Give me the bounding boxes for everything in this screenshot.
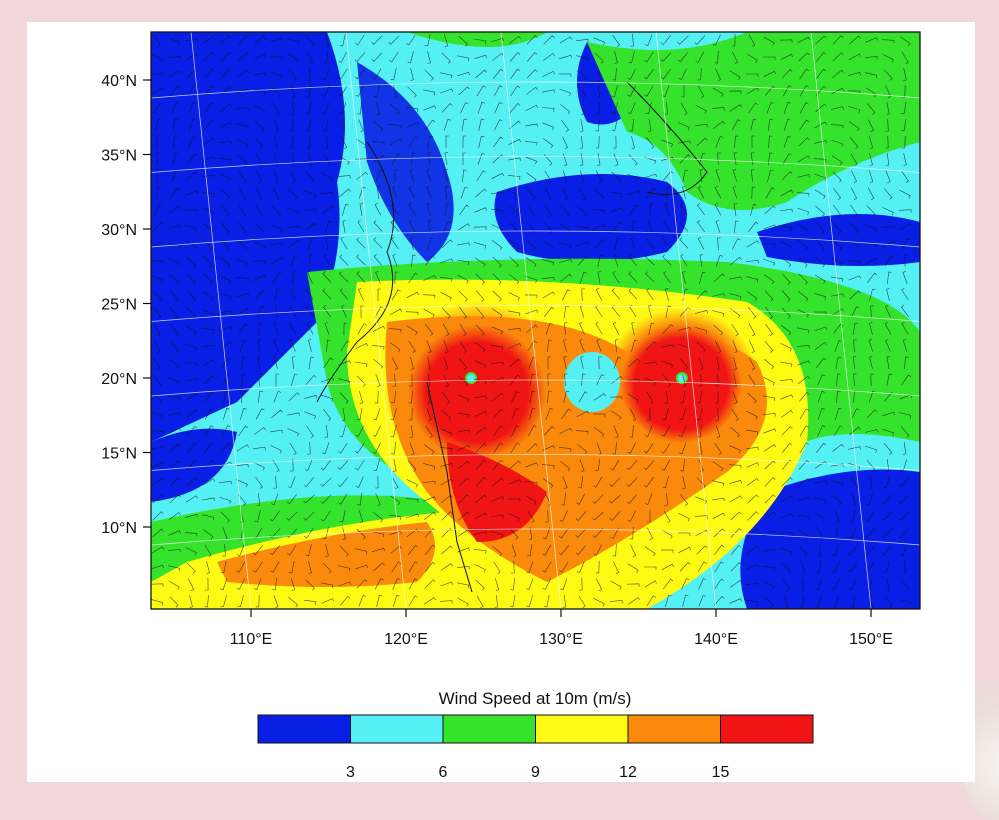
coastline-japan — [626, 81, 708, 195]
graticule — [151, 32, 920, 609]
colorbar-ticks: 3 6 9 12 15 — [346, 764, 729, 781]
lat-label: 20°N — [101, 371, 137, 388]
colorbar-tick-label: 6 — [439, 764, 448, 781]
meridian-line — [345, 32, 407, 609]
low-wind-east-china-sea — [494, 174, 687, 262]
colorbar-tick-label: 9 — [531, 764, 540, 781]
latitude-axis: 40°N 35°N 30°N 25°N 20°N 15°N 10°N — [101, 73, 151, 537]
coastline-china — [316, 141, 395, 403]
parallel-line — [151, 305, 920, 322]
figure-panel: 40°N 35°N 30°N 25°N 20°N 15°N 10°N 110°E 120°E 1… — [27, 22, 975, 782]
parallel-line — [151, 156, 920, 173]
coastline-philippines — [426, 381, 473, 593]
meridian-line — [810, 32, 872, 609]
lon-label: 130°E — [539, 631, 583, 648]
lat-label: 10°N — [101, 520, 137, 537]
colorbar-segment — [720, 714, 814, 744]
low-wind-west-region — [151, 32, 345, 442]
gap-between-cyclones — [564, 352, 620, 412]
wind-barbs — [151, 33, 912, 608]
colorbar-segment — [627, 714, 721, 744]
longitude-axis: 110°E 120°E 130°E 140°E 150°E — [230, 609, 893, 648]
lon-label: 110°E — [230, 631, 273, 648]
lat-label: 40°N — [101, 73, 137, 90]
parallel-line — [151, 454, 920, 471]
colorbar-title: Wind Speed at 10m (m/s) — [439, 689, 632, 708]
colorbar-segment — [535, 714, 629, 744]
cyclone-east-core — [603, 308, 759, 460]
colorbar-tick-label: 15 — [712, 764, 730, 781]
lon-label: 140°E — [694, 631, 738, 648]
colorbar-tick-label: 12 — [619, 764, 637, 781]
lat-label: 30°N — [101, 222, 137, 239]
lat-label: 25°N — [101, 297, 137, 314]
cyclone-eye-west — [465, 372, 478, 384]
low-wind-southeast-region — [740, 469, 920, 609]
parallel-line — [151, 379, 920, 397]
low-wind-northwest-pacific — [757, 214, 920, 266]
wind-speed-map-figure: 40°N35°N30°N25°N20°N15°N10°N 110°E 120°E 1… — [101, 31, 921, 781]
colorbar-segment — [257, 714, 351, 744]
wind-barb-field — [151, 33, 912, 608]
cyclone-eye-east — [675, 372, 688, 384]
meridian-line — [190, 32, 252, 609]
map-frame — [150, 31, 921, 610]
lat-label: 15°N — [101, 446, 137, 463]
cyclone-west-tail — [447, 442, 547, 542]
lat-label: 35°N — [101, 148, 137, 165]
lon-label: 150°E — [849, 631, 893, 648]
green-band-northeast — [587, 32, 920, 210]
orange-band-south-china-sea — [217, 522, 435, 587]
colorbar-segment — [442, 714, 536, 744]
lon-label: 120°E — [384, 631, 428, 648]
map-field — [151, 32, 920, 609]
colorbar-segment — [350, 714, 444, 744]
parallel-line — [151, 230, 920, 248]
colorbar — [257, 714, 814, 744]
meridian-line — [655, 32, 717, 609]
parallel-line — [151, 81, 920, 99]
meridian-line — [500, 32, 562, 609]
colorbar-tick-label: 3 — [346, 764, 355, 781]
parallel-line — [151, 528, 920, 546]
